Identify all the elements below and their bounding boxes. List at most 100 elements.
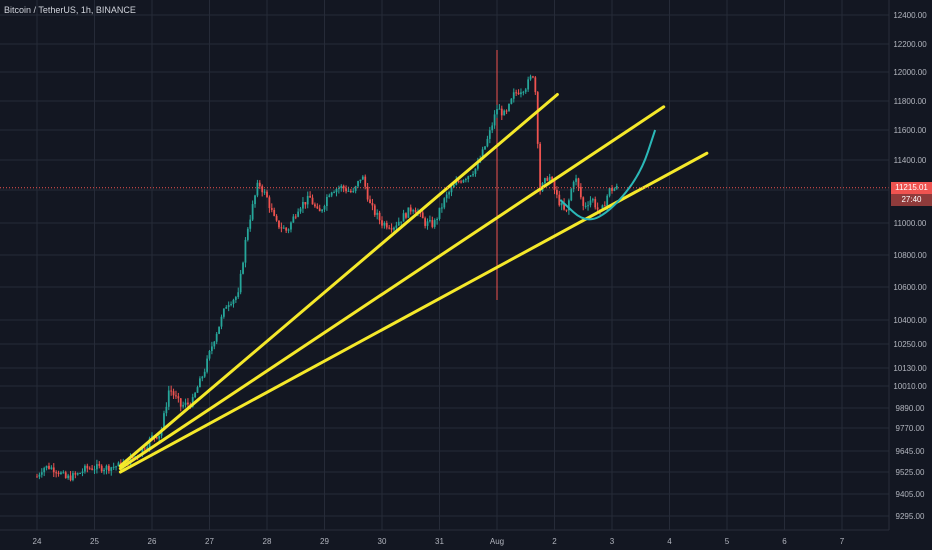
candle-body <box>155 437 158 439</box>
candle-body <box>50 467 53 469</box>
candle-body <box>484 146 486 150</box>
candle-body <box>402 213 405 222</box>
candle-body <box>601 205 604 211</box>
candle-body <box>529 76 532 80</box>
candle-body <box>460 181 462 183</box>
candle-body <box>287 229 290 231</box>
candle-body <box>249 219 252 229</box>
candle-body <box>170 390 173 392</box>
candle-body <box>268 197 271 209</box>
candle-body <box>352 190 355 192</box>
candle-body <box>393 227 395 230</box>
candle-body <box>536 92 539 144</box>
trendline <box>118 151 709 474</box>
candle-body <box>589 200 592 206</box>
candle-body <box>505 110 508 112</box>
price-tick-label: 10800.00 <box>893 251 927 260</box>
candle-body <box>84 465 86 472</box>
candle-body <box>385 222 388 228</box>
candle-body <box>522 91 525 93</box>
candle-body <box>88 468 91 470</box>
candle-body <box>452 184 455 188</box>
candle-body <box>405 213 407 218</box>
candle-body <box>520 92 522 95</box>
candle-body <box>337 188 340 190</box>
candle-body <box>558 194 561 206</box>
candle-body <box>378 212 381 221</box>
candle-body <box>297 211 300 217</box>
candle-body <box>163 413 165 429</box>
price-tick-label: 12000.00 <box>893 68 927 77</box>
candle-body <box>486 138 489 147</box>
candle-body <box>551 176 554 181</box>
candle-body <box>199 378 201 388</box>
time-tick-label: 7 <box>840 537 845 546</box>
candle-body <box>194 392 197 398</box>
candle-body <box>584 205 587 207</box>
candle-body <box>64 472 67 479</box>
candle-body <box>467 176 470 180</box>
price-tick-label: 10400.00 <box>893 316 927 325</box>
candle-body <box>333 192 335 194</box>
candle-body <box>512 92 515 99</box>
candle-body <box>191 397 194 407</box>
time-tick-label: 4 <box>667 537 672 546</box>
candle-body <box>175 395 177 397</box>
candle-body <box>438 207 441 219</box>
candle-body <box>220 316 223 327</box>
time-axis[interactable]: 24 25 26 27 28 29 30 31 Aug 2 3 4 5 6 7 <box>33 537 845 546</box>
candle-body <box>292 216 295 223</box>
candle-body <box>462 180 465 183</box>
candle-body <box>567 200 570 211</box>
candle-body <box>515 92 518 94</box>
grid <box>0 0 889 530</box>
candle-body <box>496 109 498 115</box>
candle-body <box>464 179 467 181</box>
time-tick-label: 27 <box>205 537 214 546</box>
candle-body <box>527 79 530 90</box>
candle-body <box>498 108 501 110</box>
price-axis[interactable]: 12400.00 12200.00 12000.00 11800.00 11600.00… <box>893 11 927 521</box>
candle-body <box>294 216 297 218</box>
candle-body <box>165 406 168 414</box>
candle-body <box>275 215 278 221</box>
candle-body <box>115 466 117 468</box>
candle-body <box>172 391 175 396</box>
candle-body <box>280 227 283 229</box>
candle-body <box>340 185 343 189</box>
candle-body <box>440 207 443 209</box>
price-tick-label: 11600.00 <box>894 126 927 135</box>
current-price-badge: 11215.01 <box>891 181 932 194</box>
candle-body <box>48 465 50 469</box>
candle-body <box>591 199 594 201</box>
time-tick-label: 31 <box>435 537 444 546</box>
time-tick-label: 30 <box>378 537 387 546</box>
price-tick-label: 11400.00 <box>894 156 927 165</box>
time-tick-label: 26 <box>148 537 157 546</box>
candle-body <box>508 103 510 111</box>
price-tick-label: 11000.00 <box>894 219 927 228</box>
candle-body <box>246 228 249 240</box>
candle-body <box>36 476 38 478</box>
candle-body <box>206 358 209 372</box>
candle-body <box>222 308 225 317</box>
candle-body <box>330 192 333 196</box>
candle-body <box>517 92 520 95</box>
candle-body <box>457 180 460 182</box>
candle-body <box>450 187 453 193</box>
candle-body <box>258 182 261 187</box>
candle-body <box>45 465 48 469</box>
candle-body <box>335 189 338 193</box>
candle-body <box>278 220 280 228</box>
candle-body <box>227 305 230 308</box>
curve-arc <box>559 129 657 221</box>
candle-body <box>299 208 302 212</box>
candle-body <box>594 199 597 208</box>
candle-body <box>201 376 204 379</box>
candle-body <box>321 209 324 212</box>
trendline <box>118 92 559 468</box>
candle-body <box>565 209 568 211</box>
candle-body <box>443 198 446 208</box>
price-tick-label: 9890.00 <box>896 404 925 413</box>
